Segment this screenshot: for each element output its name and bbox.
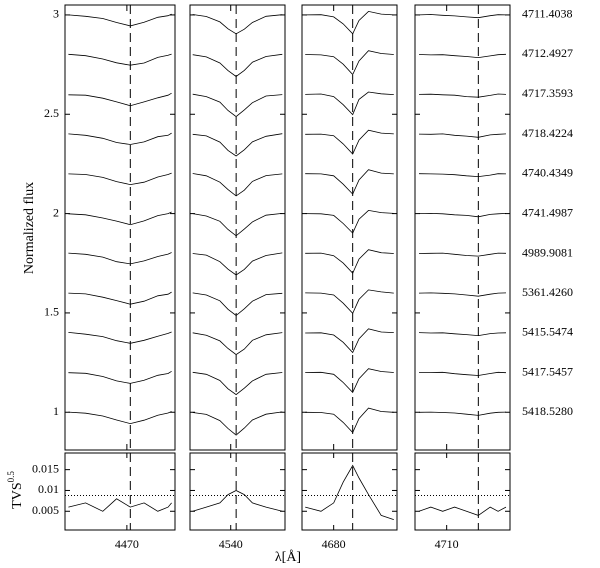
spectra-frame	[301, 4, 398, 451]
spectrum	[419, 371, 507, 376]
spectrum	[305, 328, 394, 354]
spectrum	[68, 92, 172, 107]
spectrum	[68, 411, 172, 425]
tvs-frame	[301, 452, 398, 531]
spectrum-label: 4717.3593	[522, 86, 573, 100]
spectrum	[418, 252, 507, 257]
spectrum	[418, 332, 507, 337]
spectrum	[418, 212, 507, 218]
tvs-y-tick-label: 0.005	[32, 503, 59, 517]
spectrum	[68, 172, 172, 186]
spectrum	[305, 10, 394, 35]
spectrum-label: 5417.5457	[522, 364, 573, 378]
spectrum	[192, 292, 283, 317]
spectrum	[192, 332, 283, 356]
tvs-curve	[305, 464, 394, 520]
spectrum	[192, 133, 283, 157]
spectrum	[305, 50, 394, 76]
spectrum	[418, 14, 507, 19]
spectrum	[305, 129, 394, 155]
spectrum	[192, 53, 283, 77]
x-axis-label: λ[Å]	[275, 549, 301, 565]
spectrum	[68, 252, 172, 265]
spectrum	[192, 173, 283, 197]
spectrum	[192, 411, 283, 436]
tvs-curve	[418, 506, 507, 516]
spectrum	[192, 371, 283, 396]
y-tick-label: 3	[53, 7, 59, 21]
spectrum-label: 4711.4038	[522, 7, 573, 21]
tvs-axis-label: TVS0.5	[6, 471, 25, 509]
spectrum	[418, 411, 507, 416]
spectrum	[68, 53, 172, 66]
spectrum	[305, 209, 394, 234]
spectrum	[418, 53, 507, 59]
y-tick-label: 1.5	[44, 305, 59, 319]
spectrum-label: 4741.4987	[522, 205, 573, 219]
spectrum	[192, 213, 283, 237]
spectra-frame	[64, 4, 176, 451]
spectrum-label: 4740.4349	[522, 165, 573, 179]
tvs-y-tick-label: 0.01	[38, 482, 59, 496]
spectrum	[68, 211, 172, 226]
tvs-curve	[192, 490, 283, 512]
spectrum	[68, 331, 172, 344]
spectrum	[68, 370, 172, 384]
spectrum	[68, 13, 172, 27]
y-tick-label: 1	[53, 404, 59, 418]
spectrum-label: 4989.9081	[522, 245, 573, 259]
spectrum	[192, 252, 283, 276]
tvs-frame	[64, 452, 176, 531]
tvs-label-exponent: 0.5	[6, 471, 16, 483]
spectrum	[418, 93, 507, 98]
y-tick-label: 2.5	[44, 106, 59, 120]
x-tick-label: 4540	[219, 537, 243, 551]
spectrum	[68, 291, 172, 305]
tvs-frame	[414, 452, 511, 531]
spectrum-label: 4712.4927	[522, 46, 573, 60]
spectrum	[305, 91, 394, 116]
x-tick-label: 4710	[435, 537, 459, 551]
spectrum	[305, 289, 394, 315]
spectrum-label: 4718.4224	[522, 126, 573, 140]
spectrum	[418, 292, 507, 297]
y-axis-label: Normalized flux	[22, 182, 37, 274]
spectrum	[305, 249, 394, 274]
spectra-frame	[414, 4, 511, 451]
spectrum	[418, 173, 507, 178]
spectrum	[68, 132, 172, 145]
spectrum	[192, 93, 283, 118]
spectrum	[192, 14, 283, 35]
spectrum	[418, 133, 507, 138]
tvs-label: TVS	[10, 482, 25, 508]
x-tick-label: 4680	[322, 537, 346, 551]
spectrum	[305, 407, 394, 434]
spectra-frame	[189, 4, 286, 451]
spectrum-label: 5415.5474	[522, 324, 573, 338]
y-tick-label: 2	[53, 205, 59, 219]
spectrum	[305, 368, 394, 394]
tvs-y-tick-label: 0.015	[32, 461, 59, 475]
x-tick-label: 4470	[115, 537, 139, 551]
tvs-frame	[189, 452, 286, 531]
spectrum-label: 5361.4260	[522, 285, 573, 299]
tvs-curve	[68, 498, 172, 512]
spectrum-label: 5418.5280	[522, 404, 573, 418]
spectrum	[305, 169, 394, 195]
